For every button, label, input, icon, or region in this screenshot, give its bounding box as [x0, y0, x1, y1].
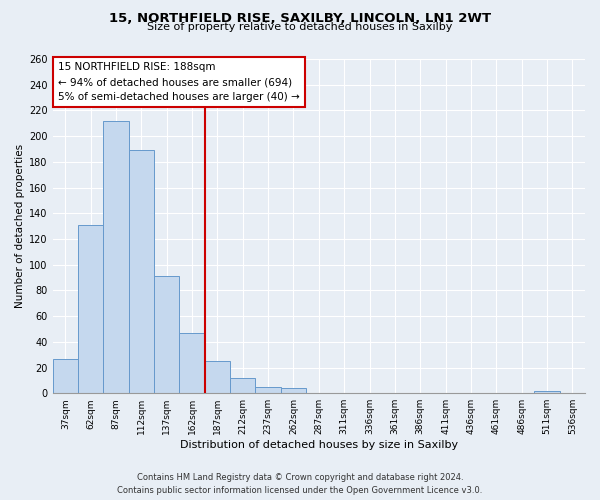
Y-axis label: Number of detached properties: Number of detached properties — [15, 144, 25, 308]
Bar — [78, 225, 103, 393]
X-axis label: Distribution of detached houses by size in Saxilby: Distribution of detached houses by size … — [180, 440, 458, 450]
Text: 15 NORTHFIELD RISE: 188sqm
← 94% of detached houses are smaller (694)
5% of semi: 15 NORTHFIELD RISE: 188sqm ← 94% of deta… — [58, 62, 300, 102]
Bar — [154, 276, 179, 393]
Bar — [205, 361, 230, 393]
Bar — [129, 150, 154, 393]
Bar — [103, 120, 129, 393]
Text: Contains HM Land Registry data © Crown copyright and database right 2024.
Contai: Contains HM Land Registry data © Crown c… — [118, 474, 482, 495]
Bar — [535, 390, 560, 393]
Bar — [256, 387, 281, 393]
Bar — [281, 388, 306, 393]
Bar — [53, 358, 78, 393]
Text: 15, NORTHFIELD RISE, SAXILBY, LINCOLN, LN1 2WT: 15, NORTHFIELD RISE, SAXILBY, LINCOLN, L… — [109, 12, 491, 26]
Bar — [230, 378, 256, 393]
Bar — [179, 333, 205, 393]
Text: Size of property relative to detached houses in Saxilby: Size of property relative to detached ho… — [148, 22, 452, 32]
